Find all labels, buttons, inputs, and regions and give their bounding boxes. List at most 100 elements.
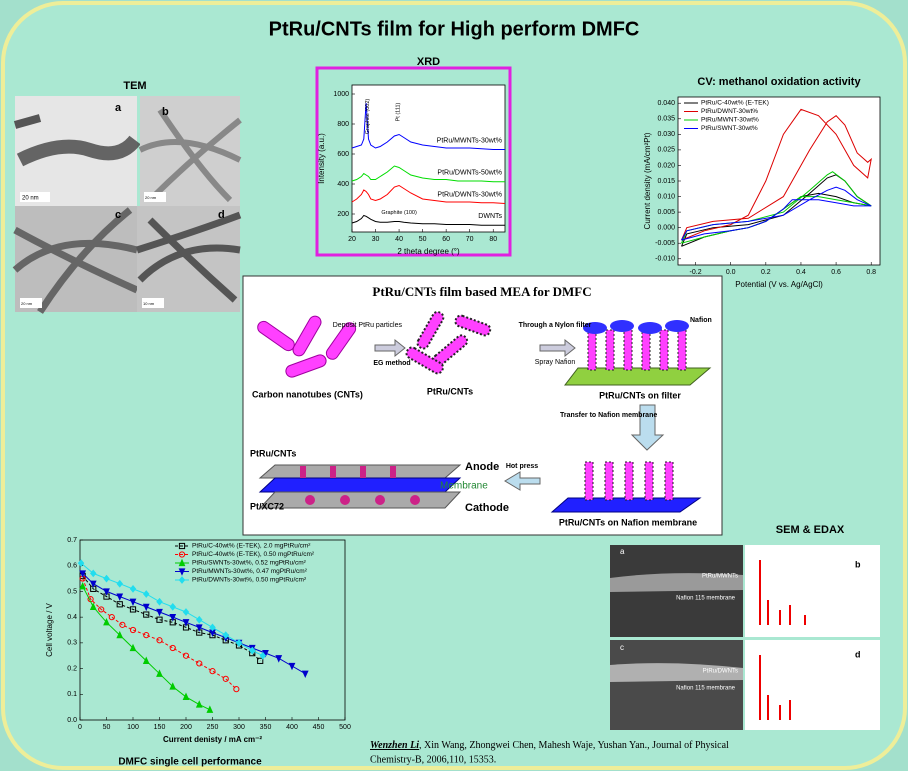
cnt [390, 466, 396, 478]
plot-area [352, 85, 505, 232]
y-tick-label: 0.035 [657, 116, 675, 123]
x-tick-label: 0.6 [831, 269, 841, 276]
x-tick-label: 0.8 [866, 269, 876, 276]
membrane-layer [260, 478, 460, 492]
citation-author: Wenzhen Li [370, 740, 419, 751]
catalyst [305, 495, 315, 505]
poster-title: PtRu/CNTs film for High perform DMFC [269, 18, 640, 40]
scale-bar-label: 20 nm [22, 196, 39, 202]
legend-label: PtRu/DWNTs-30wt%, 0.50 mgPtRu/cm² [192, 577, 307, 584]
x-tick-label: 60 [442, 236, 450, 243]
legend-label: PtRu/DWNT-30wt% [701, 108, 758, 115]
cnt [300, 466, 306, 478]
x-tick-label: 450 [313, 724, 325, 731]
tem-images [15, 96, 240, 312]
x-axis-label: Potential (V vs. Ag/AgCl) [735, 280, 823, 289]
cnt [585, 462, 593, 500]
chart-caption: DMFC single cell performance [118, 757, 262, 768]
legend-label: PtRu/SWNTs-30wt%, 0.52 mgPtRu/cm² [192, 560, 307, 567]
mea-label: PtRu/CNTs [250, 448, 296, 458]
y-tick-label: 0.7 [67, 537, 77, 544]
x-tick-label: 300 [233, 724, 245, 731]
nafion-blob [638, 322, 662, 334]
legend-label: PtRu/MWNT-30wt% [701, 117, 759, 124]
x-axis-label: 2 theta degree (°) [397, 247, 460, 256]
x-tick-label: 100 [127, 724, 139, 731]
y-tick-label: 800 [337, 121, 349, 128]
y-tick-label: 0.000 [657, 225, 675, 232]
mea-label: Nafion [690, 317, 712, 324]
mea-label: Deposit PtRu particles [333, 322, 403, 329]
legend-label: PtRu/C-40wt% (E-TEK) [701, 100, 769, 107]
panel-label: d [855, 649, 861, 659]
cnt [360, 466, 366, 478]
cnt [645, 462, 653, 500]
x-tick-label: 0.4 [796, 269, 806, 276]
cnt [642, 330, 650, 370]
sem-label: PtRu/MWNTs [702, 574, 738, 580]
y-tick-label: 0.6 [67, 563, 77, 570]
curve-label: DWNTs [478, 213, 502, 220]
legend-label: PtRu/MWNTs-30wt%, 0.47 mgPtRu/cm² [192, 568, 308, 575]
curve-label: PtRu/DWNTs-50wt% [437, 170, 502, 177]
y-tick-label: 0.015 [657, 178, 675, 185]
curve-label: PtRu/DWNTs-30wt% [437, 191, 502, 198]
x-tick-label: -0.2 [690, 269, 702, 276]
x-tick-label: 0 [78, 724, 82, 731]
poster: PtRu/CNTs film for High perform DMFC TEM… [0, 0, 908, 771]
chart-title: XRD [417, 56, 440, 68]
x-tick-label: 0.0 [726, 269, 736, 276]
cnt [624, 330, 632, 370]
sem-title: SEM & EDAX [776, 524, 845, 536]
scale-bar-label: 20 nm [21, 301, 33, 306]
x-tick-label: 400 [286, 724, 298, 731]
cnt [678, 330, 686, 370]
catalyst [340, 495, 350, 505]
y-tick-label: 0.3 [67, 640, 77, 647]
y-tick-label: 0.020 [657, 162, 675, 169]
mea-label: Transfer to Nafion membrane [560, 412, 657, 419]
tem-title: TEM [123, 80, 146, 92]
x-tick-label: 250 [207, 724, 219, 731]
x-tick-label: 50 [103, 724, 111, 731]
x-tick-label: 150 [154, 724, 166, 731]
x-tick-label: 40 [395, 236, 403, 243]
citation: Wenzhen Li, Xin Wang, Zhongwei Chen, Mah… [370, 740, 729, 751]
mea-label: Through a Nylon filter [519, 322, 592, 329]
panel-label: a [620, 547, 625, 556]
x-tick-label: 80 [489, 236, 497, 243]
mea-title: PtRu/CNTs film based MEA for DMFC [372, 284, 591, 299]
y-axis-label: Cell voltage / V [45, 602, 54, 656]
y-tick-label: 0.4 [67, 614, 77, 621]
cnt [660, 330, 668, 370]
y-tick-label: 0.0 [67, 717, 77, 724]
y-tick-label: 600 [337, 151, 349, 158]
panel-label: a [115, 102, 122, 114]
y-axis-label: Current density (mA/cm²Pt) [643, 132, 652, 229]
mea-label: Spray Nafion [535, 359, 576, 366]
legend-label: PtRu/C-40wt% (E-TEK), 2.0 mgPtRu/cm² [192, 543, 311, 550]
page: { "title": "PtRu/CNTs film for High perf… [0, 0, 908, 771]
y-tick-label: 0.030 [657, 131, 675, 138]
y-tick-label: 200 [337, 211, 349, 218]
annotation: Graphite (002) [365, 99, 371, 135]
legend-label: PtRu/C-40wt% (E-TEK), 0.50 mgPtRu/cm² [192, 551, 315, 558]
y-tick-label: 0.1 [67, 691, 77, 698]
panel-label: b [162, 106, 169, 118]
x-tick-label: 500 [339, 724, 351, 731]
cnt [588, 330, 596, 370]
y-tick-label: -0.010 [655, 256, 675, 263]
mea-label: PtRu/CNTs on Nafion membrane [559, 517, 697, 527]
catalyst [375, 495, 385, 505]
y-tick-label: 0.2 [67, 665, 77, 672]
x-axis-label: Current denisty / mA cm⁻² [163, 735, 262, 744]
sem-label: Nafion 115 membrane [676, 686, 736, 692]
x-tick-label: 200 [180, 724, 192, 731]
cnt [606, 330, 614, 370]
legend-label: PtRu/SWNT-30wt% [701, 125, 758, 132]
cnt [330, 466, 336, 478]
mea-label: Cathode [465, 502, 509, 514]
x-tick-label: 0.2 [761, 269, 771, 276]
panel-label: b [855, 559, 861, 569]
y-tick-label: 0.040 [657, 100, 675, 107]
